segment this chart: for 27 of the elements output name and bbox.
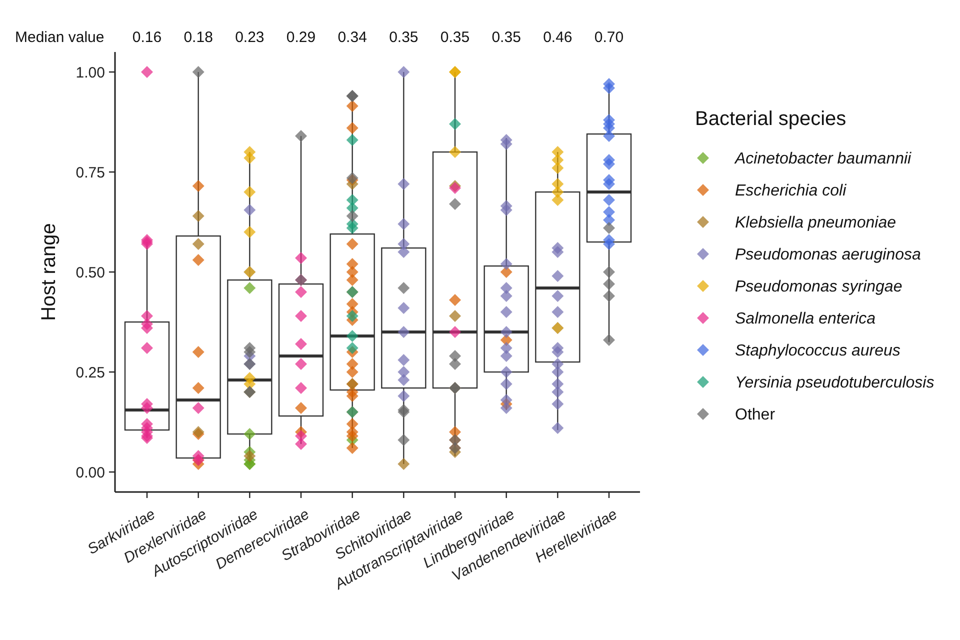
y-tick-label: 0.50 <box>76 264 105 282</box>
text: 0.34 <box>338 29 367 46</box>
text: 0.18 <box>184 29 213 46</box>
legend-label: Other <box>735 406 776 424</box>
text: 0.29 <box>286 29 316 46</box>
text: 0.70 <box>594 29 624 46</box>
text: 0.16 <box>132 29 162 46</box>
legend-title: Bacterial species <box>695 108 846 130</box>
legend-label: Staphylococcus aureus <box>735 342 900 360</box>
y-axis-title: Host range <box>38 223 60 321</box>
y-tick-label: 0.75 <box>76 164 105 182</box>
legend-label: Klebsiella pneumoniae <box>735 214 896 232</box>
text: Median value <box>15 29 104 46</box>
text: 0.35 <box>492 29 521 46</box>
y-tick-label: 1.00 <box>76 64 105 82</box>
legend-label: Yersinia pseudotuberculosis <box>735 374 934 392</box>
y-tick-label: 0.25 <box>76 364 105 382</box>
legend-label: Pseudomonas aeruginosa <box>735 246 922 264</box>
text: 0.46 <box>543 29 572 46</box>
text: 0.35 <box>389 29 418 46</box>
legend-label: Pseudomonas syringae <box>735 278 902 296</box>
text: 0.23 <box>235 29 264 46</box>
legend-label: Escherichia coli <box>735 182 847 200</box>
y-tick-label: 0.00 <box>76 464 105 482</box>
text: 0.35 <box>440 29 470 46</box>
legend-label: Salmonella enterica <box>735 310 876 328</box>
legend-label: Acinetobacter baumannii <box>734 150 912 168</box>
